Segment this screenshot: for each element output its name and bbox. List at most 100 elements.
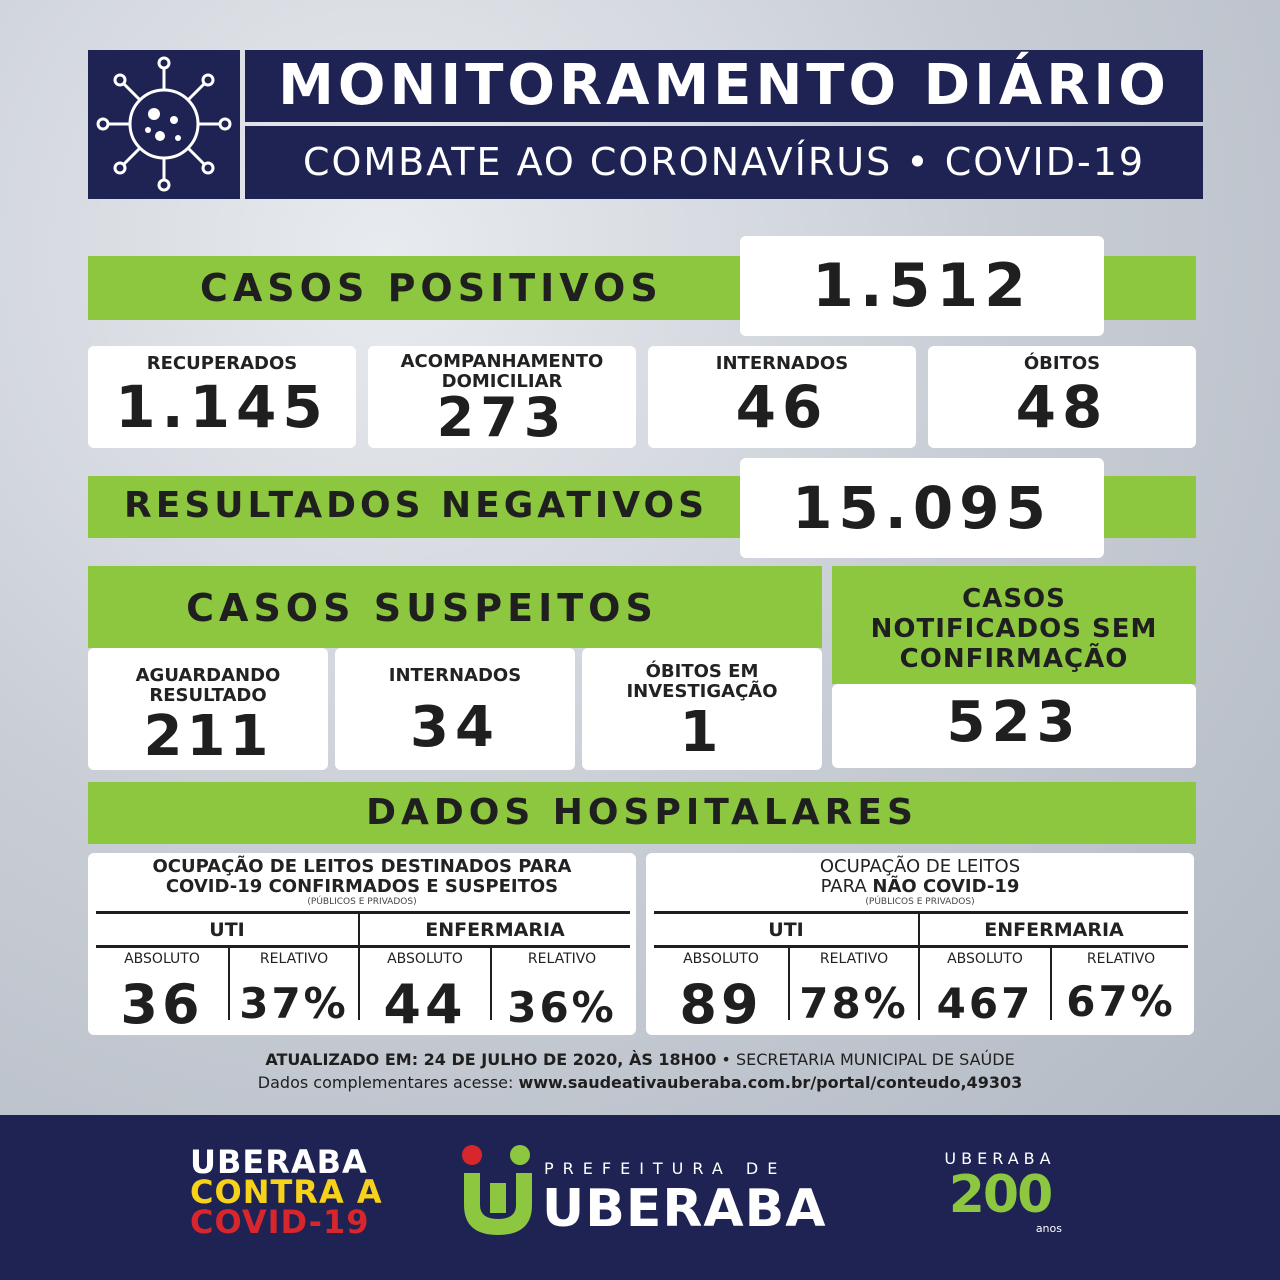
anniversary-sub-text: anos — [1035, 1222, 1062, 1235]
card-internados: INTERNADOS 46 — [648, 346, 916, 448]
negativos-value: 15.095 — [792, 474, 1052, 542]
card-obitos-investigacao: ÓBITOS EM INVESTIGAÇÃO 1 — [582, 648, 822, 770]
col-absoluto: ABSOLUTO — [683, 951, 759, 967]
covid-beds-note: (PÚBLICOS E PRIVADOS) — [307, 897, 417, 907]
covid-enfermaria-absoluto: 44 — [383, 973, 467, 1036]
footer-bar: UBERABA CONTRA A COVID-19 PREFEITURA DE … — [0, 1115, 1280, 1280]
covid-beds-panel: OCUPAÇÃO DE LEITOS DESTINADOS PARA COVID… — [88, 853, 636, 1036]
header-title-box: MONITORAMENTO DIÁRIO — [245, 50, 1203, 122]
header-icon-box — [88, 50, 240, 199]
non-covid-uti-absoluto: 89 — [679, 973, 763, 1036]
card-value: 46 — [735, 373, 829, 441]
non-covid-uti-header: UTI — [768, 919, 804, 941]
anniversary-logo: UBERABA 200 anos — [920, 1149, 1080, 1235]
card-value: 211 — [143, 704, 273, 769]
covid-beds-title-2: COVID-19 CONFIRMADOS E SUSPEITOS — [88, 877, 636, 897]
card-aguardando: AGUARDANDO RESULTADO 211 — [88, 648, 328, 770]
campaign-line-1: UBERABA — [190, 1143, 368, 1181]
covid-beds-title-bold: CONFIRMADOS E SUSPEITOS — [268, 876, 559, 897]
page-title: MONITORAMENTO DIÁRIO — [278, 53, 1170, 118]
divider — [358, 948, 360, 1020]
non-covid-beds-title-prefix: PARA — [820, 876, 873, 897]
virus-icon — [96, 56, 232, 192]
suspeitos-label: CASOS SUSPEITOS — [186, 586, 658, 630]
prefeitura-emblem-icon — [462, 1145, 532, 1235]
card-label: RECUPERADOS — [146, 353, 298, 374]
non-covid-beds-title-bold: NÃO COVID-19 — [872, 876, 1020, 897]
card-value: 273 — [436, 386, 568, 449]
negativos-value-box: 15.095 — [740, 458, 1104, 558]
notificados-value: 523 — [946, 690, 1082, 755]
positivos-value: 1.512 — [812, 251, 1032, 321]
anniversary-top-text: UBERABA — [944, 1149, 1056, 1168]
card-suspeitos-internados: INTERNADOS 34 — [335, 648, 575, 770]
divider — [358, 913, 360, 945]
divider — [788, 948, 790, 1020]
col-absoluto: ABSOLUTO — [387, 951, 463, 967]
updated-prefix: Dados complementares acesse: — [257, 1073, 519, 1092]
col-relativo: RELATIVO — [1086, 951, 1156, 967]
card-recuperados: RECUPERADOS 1.145 — [88, 346, 356, 448]
non-covid-enfermaria-relativo: 67% — [1066, 977, 1176, 1026]
card-value: 48 — [1015, 373, 1109, 441]
non-covid-enfermaria-absoluto: 467 — [936, 979, 1034, 1028]
hospital-bar: DADOS HOSPITALARES — [88, 782, 1196, 844]
card-value: 34 — [410, 695, 500, 760]
campaign-line-3: COVID-19 — [190, 1203, 370, 1241]
covid-uti-absoluto: 36 — [120, 973, 204, 1036]
card-acompanhamento: ACOMPANHAMENTO DOMICILIAR 273 — [368, 346, 636, 448]
divider — [654, 911, 1188, 914]
card-label: INTERNADOS — [715, 353, 849, 374]
card-obitos: ÓBITOS 48 — [928, 346, 1196, 448]
prefeitura-logo: PREFEITURA DE UBERABA — [458, 1141, 838, 1251]
header-subtitle-box: COMBATE AO CORONAVÍRUS • COVID-19 — [245, 126, 1203, 199]
suspeitos-block — [88, 566, 822, 648]
prefeitura-small-text: PREFEITURA DE — [544, 1159, 787, 1178]
updated-url-link[interactable]: www.saudeativauberaba.com.br/portal/cont… — [518, 1073, 1023, 1092]
col-absoluto: ABSOLUTO — [124, 951, 200, 967]
divider — [918, 948, 920, 1020]
updated-line-2: Dados complementares acesse: www.saudeat… — [0, 1073, 1280, 1092]
card-label: ÓBITOS EM INVESTIGAÇÃO — [626, 661, 778, 702]
divider — [96, 945, 630, 948]
updated-source: • SECRETARIA MUNICIPAL DE SAÚDE — [716, 1050, 1015, 1069]
covid-beds-title-1: OCUPAÇÃO DE LEITOS DESTINADOS PARA — [152, 856, 572, 877]
non-covid-beds-title-1: OCUPAÇÃO DE LEITOS — [819, 856, 1021, 877]
non-covid-uti-relativo: 78% — [799, 979, 909, 1028]
campaign-line-2: CONTRA A — [190, 1173, 383, 1211]
divider — [918, 913, 920, 945]
divider — [1050, 948, 1052, 1020]
card-value: 1 — [679, 700, 725, 765]
updated-date: ATUALIZADO EM: 24 DE JULHO DE 2020, ÀS 1… — [265, 1050, 717, 1069]
non-covid-beds-note: (PÚBLICOS E PRIVADOS) — [865, 897, 975, 907]
col-absoluto: ABSOLUTO — [947, 951, 1023, 967]
divider — [490, 948, 492, 1020]
divider — [654, 945, 1188, 948]
col-relativo: RELATIVO — [259, 951, 329, 967]
non-covid-beds-title-2: PARA NÃO COVID-19 — [646, 877, 1194, 897]
covid-uti-header: UTI — [209, 919, 245, 941]
card-value: 1.145 — [115, 373, 329, 441]
non-covid-enfermaria-header: ENFERMARIA — [984, 919, 1124, 941]
card-label: ACOMPANHAMENTO DOMICILIAR — [400, 351, 604, 392]
notificados-block: CASOS NOTIFICADOS SEM CONFIRMAÇÃO — [832, 566, 1196, 684]
covid-enfermaria-header: ENFERMARIA — [425, 919, 565, 941]
covid-uti-relativo: 37% — [239, 979, 349, 1028]
divider — [228, 948, 230, 1020]
positivos-label: CASOS POSITIVOS — [200, 266, 663, 310]
campaign-logo: UBERABA CONTRA A COVID-19 — [190, 1143, 383, 1241]
card-label: INTERNADOS — [388, 665, 522, 686]
positivos-value-box: 1.512 — [740, 236, 1104, 336]
col-relativo: RELATIVO — [819, 951, 889, 967]
updated-line-1: ATUALIZADO EM: 24 DE JULHO DE 2020, ÀS 1… — [0, 1050, 1280, 1069]
col-relativo: RELATIVO — [527, 951, 597, 967]
divider — [96, 911, 630, 914]
negativos-label: RESULTADOS NEGATIVOS — [124, 485, 709, 526]
anniversary-number: 200 — [948, 1165, 1054, 1225]
card-label: ÓBITOS — [1023, 353, 1101, 374]
notificados-label: CASOS NOTIFICADOS SEM CONFIRMAÇÃO — [870, 584, 1158, 674]
prefeitura-big-text: UBERABA — [542, 1179, 827, 1239]
covid-beds-title-prefix: COVID-19 — [165, 876, 269, 897]
hospital-label: DADOS HOSPITALARES — [366, 792, 918, 833]
page-subtitle: COMBATE AO CORONAVÍRUS • COVID-19 — [302, 140, 1146, 184]
